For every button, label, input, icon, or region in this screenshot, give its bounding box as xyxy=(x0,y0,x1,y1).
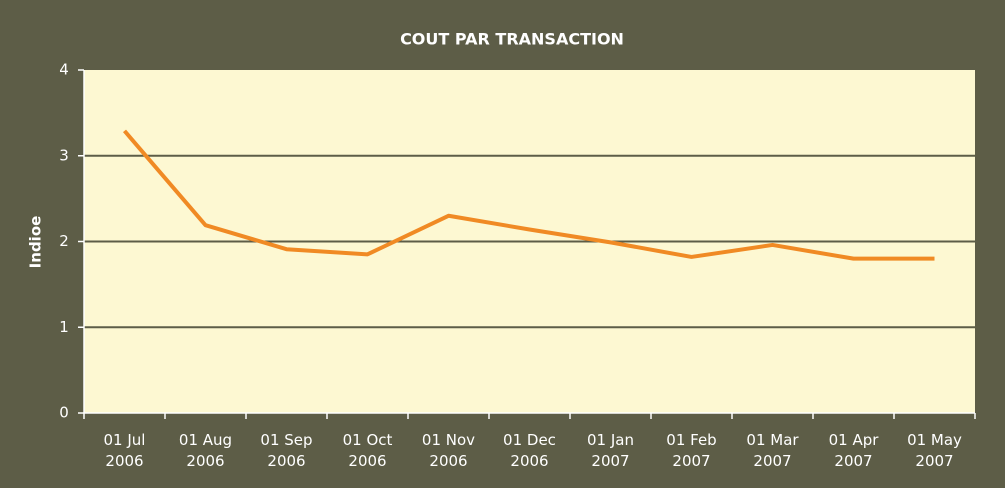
y-tick-label: 4 xyxy=(59,61,69,79)
chart-title: COUT PAR TRANSACTION xyxy=(400,30,624,49)
x-tick-label: 01 Mar 2007 xyxy=(746,431,799,470)
x-tick-label: 01 Apr 2007 xyxy=(829,431,880,470)
line xyxy=(122,129,935,261)
x-tick-label: 01 May 2007 xyxy=(907,431,962,470)
y-tick-label: 3 xyxy=(59,146,69,164)
x-tick-label: 01 Jul 2006 xyxy=(104,431,146,470)
y-tick-label: 1 xyxy=(59,318,69,336)
x-tick-label: 01 Nov 2006 xyxy=(422,431,475,470)
x-tick-label: 01 Sep 2006 xyxy=(260,431,312,470)
x-tick-label: 01 Dec 2006 xyxy=(503,431,556,470)
y-axis-label: Indioe xyxy=(27,216,45,269)
y-tick-label: 2 xyxy=(59,232,69,250)
x-tick-label: 01 Oct 2006 xyxy=(343,431,393,470)
x-tick-label: 01 Aug 2006 xyxy=(179,431,232,470)
x-tick-label: 01 Feb 2007 xyxy=(666,431,716,470)
x-tick-label: 01 Jan 2007 xyxy=(587,431,634,470)
y-tick-label: 0 xyxy=(59,404,69,422)
